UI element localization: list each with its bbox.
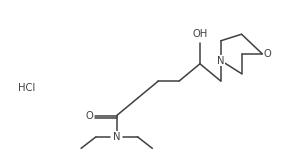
- Text: OH: OH: [192, 29, 208, 39]
- Text: N: N: [113, 132, 121, 142]
- Text: O: O: [263, 49, 271, 59]
- Text: N: N: [217, 55, 224, 65]
- Text: O: O: [86, 111, 94, 121]
- Text: HCl: HCl: [18, 84, 35, 93]
